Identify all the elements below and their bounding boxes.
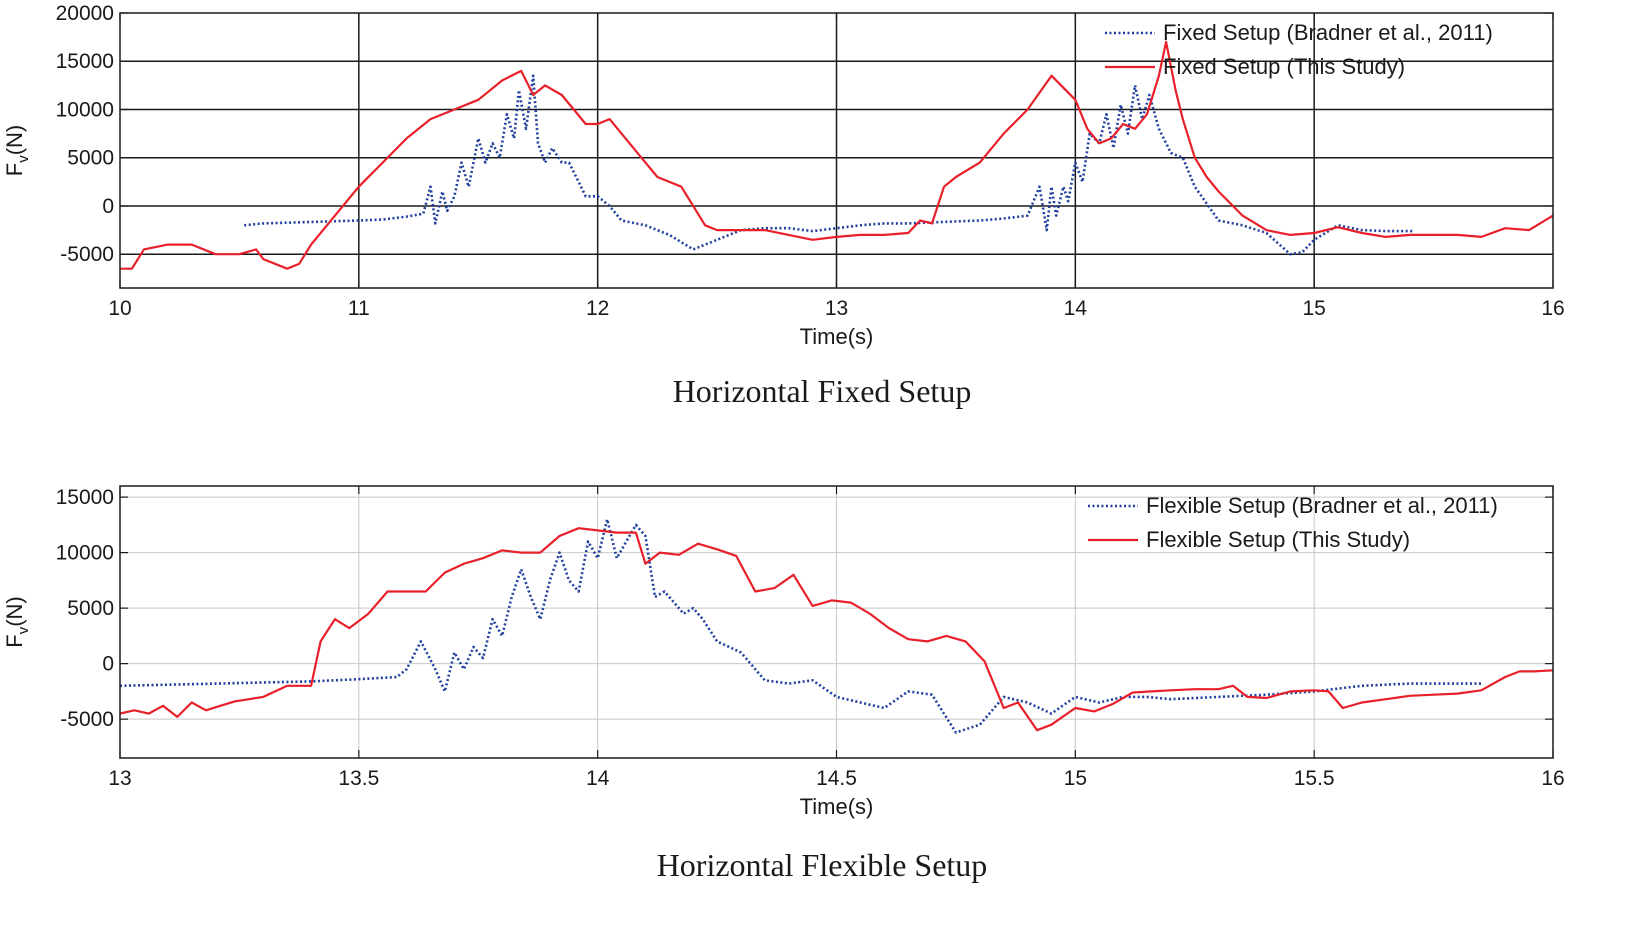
x-tick-label: 15 (1064, 767, 1087, 790)
chart-caption: Horizontal Flexible Setup (657, 847, 988, 883)
y-axis-label-main: F (2, 163, 27, 176)
bradner-series-line (119, 517, 1482, 734)
x-tick-label: 12 (586, 297, 609, 320)
grid (120, 13, 1553, 288)
series (120, 40, 1554, 270)
y-axis-label: Fv(N) (2, 125, 32, 177)
y-axis-label-unit: (N) (2, 596, 27, 627)
x-tick-label: 14 (1064, 297, 1088, 320)
y-axis-label: Fv(N) (2, 596, 32, 648)
x-axis-label: Time(s) (800, 794, 874, 819)
tick-labels: 13 13.5 14 14.5 15 15.5 16 -5000 0 5000 10000 15000 (56, 486, 1565, 790)
x-tick-label: 15.5 (1294, 767, 1335, 790)
x-tick-label: 16 (1541, 767, 1564, 790)
bradner-series-line (244, 74, 1415, 256)
y-tick-label: 5000 (67, 147, 114, 170)
y-axis-label-subscript: v (15, 626, 32, 634)
y-tick-label: 0 (102, 195, 114, 218)
x-tick-label: 13.5 (338, 767, 379, 790)
series (119, 517, 1554, 734)
y-tick-label: 15000 (56, 50, 114, 73)
x-tick-label: 10 (108, 297, 131, 320)
legend-label: Fixed Setup (Bradner et al., 2011) (1163, 20, 1493, 45)
x-tick-label: 13 (825, 297, 848, 320)
y-tick-label: 5000 (67, 597, 114, 620)
y-tick-label: -5000 (60, 708, 114, 731)
legend-label: Fixed Setup (This Study) (1163, 54, 1405, 79)
x-tick-label: 14.5 (816, 767, 857, 790)
x-tick-label: 11 (348, 297, 370, 320)
legend-label: Flexible Setup (This Study) (1146, 527, 1410, 552)
x-tick-label: 15 (1302, 297, 1325, 320)
plot-frame (119, 12, 1554, 289)
y-axis-label-unit: (N) (2, 125, 27, 156)
y-tick-label: 20000 (56, 2, 114, 25)
legend-label: Flexible Setup (Bradner et al., 2011) (1146, 493, 1498, 518)
x-tick-label: 13 (108, 767, 131, 790)
y-tick-label: 0 (102, 653, 114, 676)
x-axis-label: Time(s) (800, 324, 874, 349)
plot-frame (119, 485, 1554, 759)
tick-labels: 10 11 12 13 14 15 16 -5000 0 5000 10000 15000 20000 (56, 2, 1565, 320)
chart-caption: Horizontal Fixed Setup (673, 373, 972, 409)
this-study-series-line (119, 527, 1554, 732)
this-study-series-line (120, 40, 1554, 270)
y-axis-label-main: F (2, 634, 27, 647)
y-tick-label: 10000 (56, 542, 114, 565)
x-tick-label: 14 (586, 767, 610, 790)
x-tick-label: 16 (1541, 297, 1564, 320)
y-tick-label: 15000 (56, 486, 114, 509)
y-tick-label: -5000 (60, 243, 114, 266)
y-axis-label-subscript: v (15, 155, 32, 163)
y-tick-label: 10000 (56, 98, 114, 121)
flexible-setup-chart: 13 13.5 14 14.5 15 15.5 16 -5000 0 5000 10000 15000… (2, 485, 1565, 883)
legend: Flexible Setup (Bradner et al., 2011) Fle… (1088, 493, 1498, 552)
fixed-setup-chart: 10 11 12 13 14 15 16-500005000100001500020000 … (2, 2, 1565, 409)
legend: Fixed Setup (Bradner et al., 2011) Fixed … (1105, 20, 1493, 79)
